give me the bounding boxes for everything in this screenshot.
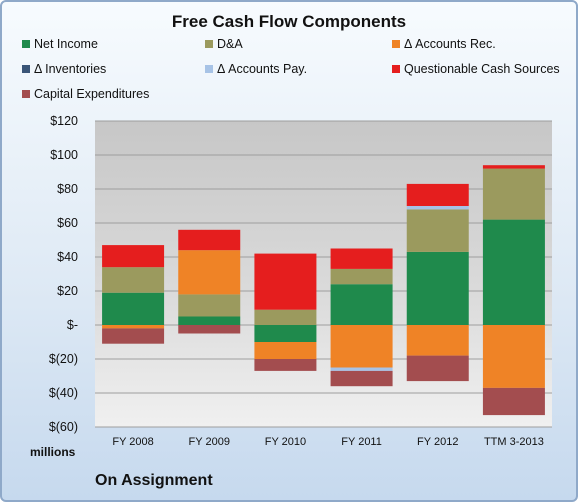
bar-segment: [254, 325, 317, 342]
bar-segment: [406, 206, 469, 210]
y-tick-label: $(60): [49, 420, 78, 434]
bar-segment: [178, 250, 241, 295]
legend-swatch: [22, 90, 30, 98]
bar-segment: [330, 268, 393, 285]
y-tick-label: $80: [57, 182, 78, 196]
bar-segment: [482, 219, 545, 325]
legend-swatch: [22, 40, 30, 48]
legend-label: Δ Inventories: [34, 62, 107, 76]
x-tick-label: FY 2011: [341, 436, 382, 448]
legend-label: Δ Accounts Rec.: [404, 37, 496, 51]
chart-title: Free Cash Flow Components: [171, 12, 407, 31]
plot-area: [95, 121, 552, 427]
bar-segment: [178, 316, 241, 325]
y-tick-label: $60: [57, 216, 78, 230]
y-tick-label: $-: [67, 318, 78, 332]
bar-segment: [406, 355, 469, 382]
legend-label: Questionable Cash Sources: [404, 62, 560, 76]
bar-segment: [178, 325, 241, 334]
legend-swatch: [205, 65, 213, 73]
y-tick-label: $(40): [49, 386, 78, 400]
units-label: millions: [30, 445, 76, 459]
legend-item: Δ Accounts Rec.: [392, 37, 496, 51]
legend-swatch: [392, 65, 400, 73]
bar-segment: [330, 325, 393, 368]
bar-segment: [254, 342, 317, 359]
y-tick-label: $20: [57, 284, 78, 298]
y-tick-label: $100: [50, 148, 78, 162]
legend-item: Δ Accounts Pay.: [205, 62, 307, 76]
x-tick-label: FY 2012: [417, 436, 458, 448]
x-tick-label: FY 2009: [189, 436, 230, 448]
bar-segment: [406, 251, 469, 325]
bar-segment: [254, 253, 317, 310]
y-tick-label: $40: [57, 250, 78, 264]
bar-segment: [406, 209, 469, 252]
bar-segment: [482, 325, 545, 388]
bar-segment: [482, 168, 545, 220]
legend-label: Capital Expenditures: [34, 87, 150, 101]
bar-segment: [178, 229, 241, 251]
legend-item: Net Income: [22, 37, 98, 51]
company-name: On Assignment: [95, 472, 213, 489]
bar-segment: [178, 294, 241, 317]
legend-item: D&A: [205, 37, 243, 51]
bar-segment: [330, 284, 393, 325]
legend-item: Capital Expenditures: [22, 87, 149, 101]
legend-item: Δ Inventories: [22, 62, 106, 76]
bar-segment: [254, 359, 317, 371]
bar-segment: [102, 325, 165, 329]
legend-swatch: [205, 40, 213, 48]
x-tick-label: FY 2010: [265, 436, 306, 448]
legend-label: D&A: [217, 37, 243, 51]
bar-segment: [330, 248, 393, 269]
x-tick-label: FY 2008: [112, 436, 153, 448]
bar-segment: [330, 367, 393, 371]
legend-label: Δ Accounts Pay.: [217, 62, 308, 76]
bar-segment: [482, 165, 545, 169]
bar-segment: [102, 328, 165, 344]
bar-segment: [102, 245, 165, 268]
legend-item: Questionable Cash Sources: [392, 62, 560, 76]
legend-swatch: [22, 65, 30, 73]
bar-segment: [482, 387, 545, 416]
x-tick-label: TTM 3-2013: [484, 436, 544, 448]
bar-segment: [102, 267, 165, 293]
bar-segment: [254, 309, 317, 325]
bar-segment: [406, 325, 469, 356]
bar-segment: [330, 370, 393, 387]
legend-label: Net Income: [34, 37, 98, 51]
y-tick-label: $120: [50, 114, 78, 128]
bar-segment: [406, 183, 469, 206]
bar-segment: [102, 292, 165, 325]
y-tick-label: $(20): [49, 352, 78, 366]
legend-swatch: [392, 40, 400, 48]
